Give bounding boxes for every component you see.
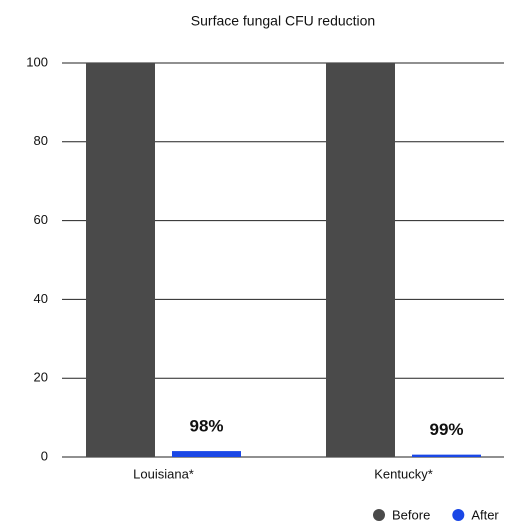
legend-swatch <box>373 509 385 521</box>
bar <box>326 63 395 457</box>
y-tick-label: 100 <box>26 54 48 69</box>
legend-label: Before <box>392 507 430 522</box>
bar <box>412 454 481 457</box>
annotation: 98% <box>189 417 223 436</box>
x-tick-label: Kentucky* <box>374 466 433 481</box>
bar <box>86 63 155 457</box>
bar <box>172 451 241 457</box>
y-tick-label: 20 <box>34 370 48 385</box>
legend-label: After <box>471 507 499 522</box>
y-tick-label: 80 <box>34 133 48 148</box>
chart-title: Surface fungal CFU reduction <box>191 13 375 29</box>
y-tick-label: 60 <box>34 212 48 227</box>
annotation: 99% <box>429 420 463 439</box>
legend-swatch <box>452 509 465 521</box>
x-tick-label: Louisiana* <box>133 466 194 481</box>
y-tick-label: 40 <box>34 291 48 306</box>
y-tick-label: 0 <box>41 448 48 463</box>
